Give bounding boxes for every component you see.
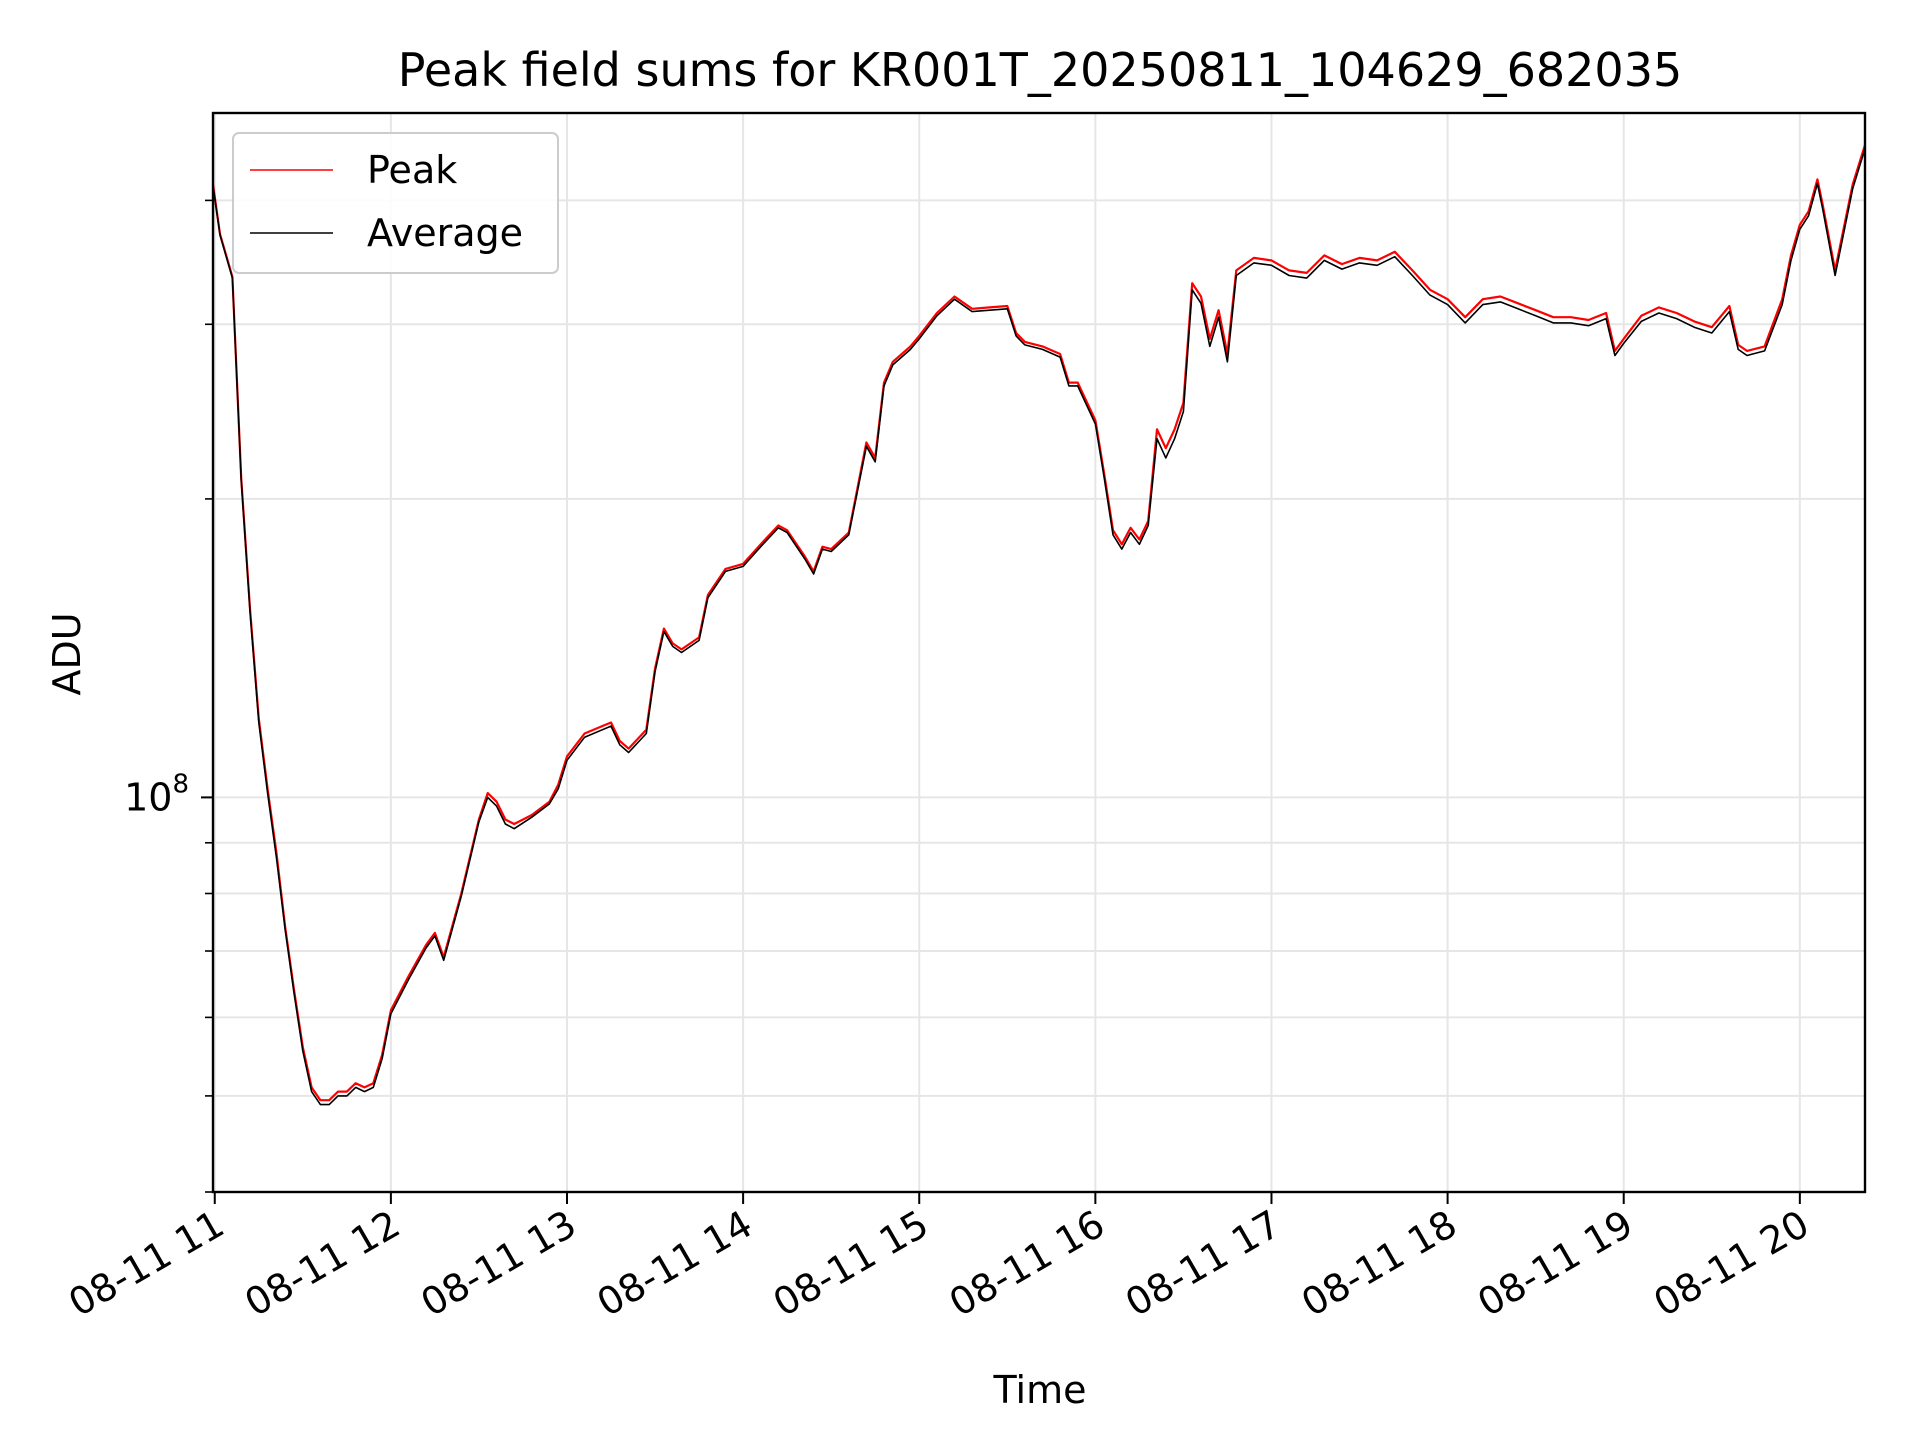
x-axis-label: Time: [993, 1368, 1087, 1412]
series-lines: [211, 144, 1867, 1106]
y-axis-label: ADU: [45, 612, 89, 695]
legend: Peak Average: [232, 132, 559, 274]
x-tick-label: 08-11 13: [414, 1202, 584, 1326]
x-tick-label: 08-11 15: [766, 1202, 936, 1326]
y-axis-ticks: 108: [124, 199, 213, 1193]
x-tick-label: 08-11 11: [61, 1202, 231, 1326]
y-tick-label: 108: [124, 769, 189, 819]
x-tick-label: 08-11 18: [1294, 1202, 1464, 1326]
x-tick-label: 08-11 14: [590, 1202, 760, 1326]
y-tick-exponent: 8: [172, 769, 189, 799]
x-tick-label: 08-11 17: [1118, 1202, 1288, 1326]
y-tick-base: 10: [124, 775, 172, 819]
x-axis-ticks: 08-11 11 08-11 12 08-11 13 08-11 14 08-11 15…: [61, 1192, 1816, 1325]
series-line-peak: [211, 144, 1867, 1102]
x-tick-label: 08-11 20: [1646, 1202, 1816, 1326]
x-tick-label: 08-11 12: [237, 1202, 407, 1326]
grid-lines: [213, 113, 1865, 1193]
legend-box: [232, 132, 559, 274]
plot-frame: [211, 111, 1867, 1194]
x-tick-label: 08-11 19: [1470, 1202, 1640, 1326]
series-line-average: [212, 148, 1866, 1106]
legend-label-average: Average: [367, 211, 523, 255]
legend-label-peak: Peak: [367, 148, 457, 192]
chart-title: Peak field sums for KR001T_20250811_1046…: [398, 43, 1682, 97]
x-tick-label: 08-11 16: [942, 1202, 1112, 1326]
